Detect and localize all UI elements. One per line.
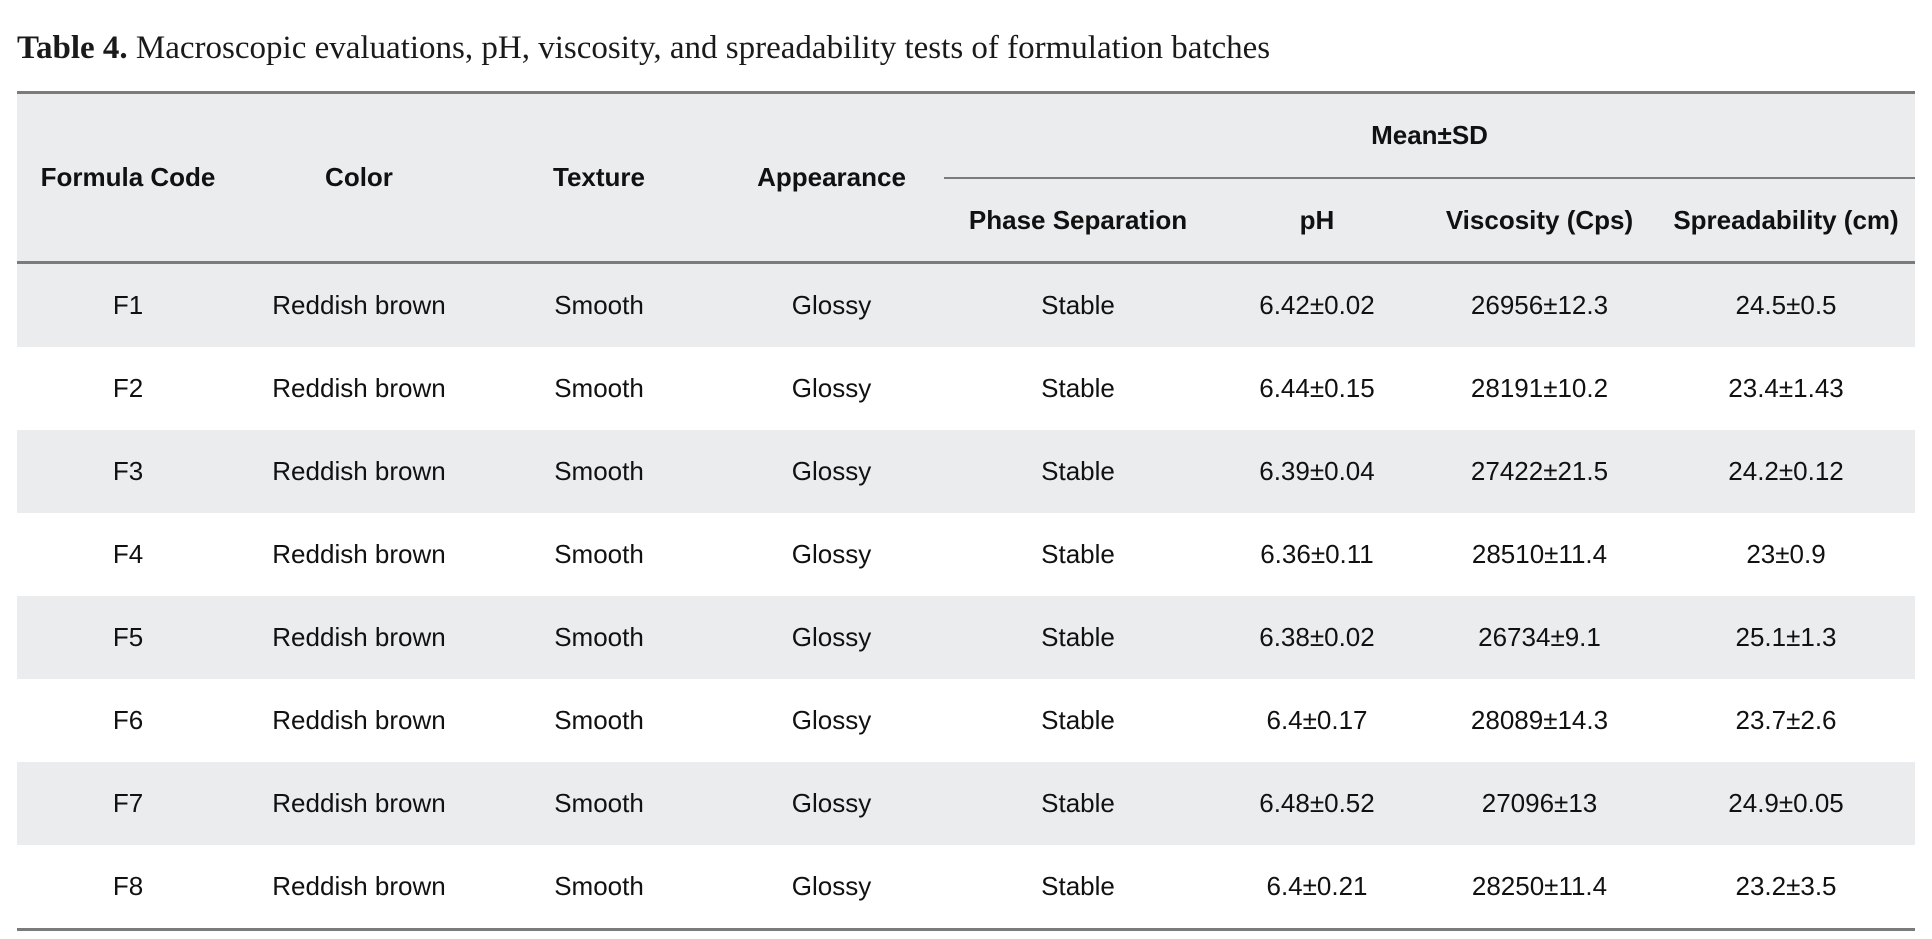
table-caption-text: Macroscopic evaluations, pH, viscosity, …: [135, 30, 1271, 66]
cell-spreadability: 25.1±1.3: [1657, 596, 1916, 679]
cell-color: Reddish brown: [239, 262, 479, 347]
cell-ph: 6.48±0.52: [1212, 762, 1422, 845]
cell-formula-code: F5: [17, 596, 239, 679]
header-formula-code: Formula Code: [17, 92, 239, 263]
cell-ph: 6.39±0.04: [1212, 430, 1422, 513]
cell-spreadability: 24.5±0.5: [1657, 262, 1916, 347]
cell-viscosity: 28089±14.3: [1422, 679, 1657, 762]
table-row: F8 Reddish brown Smooth Glossy Stable 6.…: [17, 845, 1916, 930]
cell-spreadability: 24.9±0.05: [1657, 762, 1916, 845]
cell-ph: 6.42±0.02: [1212, 262, 1422, 347]
table-row: F1 Reddish brown Smooth Glossy Stable 6.…: [17, 262, 1916, 347]
cell-phase-separation: Stable: [944, 513, 1212, 596]
header-spreadability: Spreadability (cm): [1657, 178, 1916, 263]
cell-color: Reddish brown: [239, 430, 479, 513]
data-table: Formula Code Color Texture Appearance Me…: [17, 91, 1916, 931]
cell-formula-code: F7: [17, 762, 239, 845]
table-row: F3 Reddish brown Smooth Glossy Stable 6.…: [17, 430, 1916, 513]
header-row-bottom: Phase Separation pH Viscosity (Cps) Spre…: [17, 178, 1916, 263]
table-row: F6 Reddish brown Smooth Glossy Stable 6.…: [17, 679, 1916, 762]
table-caption-label: Table 4.: [17, 30, 128, 66]
cell-phase-separation: Stable: [944, 262, 1212, 347]
cell-ph: 6.36±0.11: [1212, 513, 1422, 596]
header-texture: Texture: [479, 92, 719, 263]
table-container: Formula Code Color Texture Appearance Me…: [17, 91, 1916, 931]
cell-texture: Smooth: [479, 262, 719, 347]
cell-appearance: Glossy: [719, 262, 944, 347]
table-row: F2 Reddish brown Smooth Glossy Stable 6.…: [17, 347, 1916, 430]
cell-phase-separation: Stable: [944, 762, 1212, 845]
cell-appearance: Glossy: [719, 347, 944, 430]
cell-texture: Smooth: [479, 513, 719, 596]
header-phase-separation: Phase Separation: [944, 178, 1212, 263]
cell-viscosity: 27422±21.5: [1422, 430, 1657, 513]
cell-ph: 6.38±0.02: [1212, 596, 1422, 679]
cell-formula-code: F4: [17, 513, 239, 596]
table-row: F4 Reddish brown Smooth Glossy Stable 6.…: [17, 513, 1916, 596]
cell-color: Reddish brown: [239, 513, 479, 596]
cell-texture: Smooth: [479, 430, 719, 513]
cell-phase-separation: Stable: [944, 596, 1212, 679]
header-appearance: Appearance: [719, 92, 944, 263]
cell-color: Reddish brown: [239, 347, 479, 430]
cell-formula-code: F8: [17, 845, 239, 930]
cell-spreadability: 24.2±0.12: [1657, 430, 1916, 513]
cell-formula-code: F2: [17, 347, 239, 430]
cell-spreadability: 23±0.9: [1657, 513, 1916, 596]
cell-viscosity: 28250±11.4: [1422, 845, 1657, 930]
cell-formula-code: F3: [17, 430, 239, 513]
cell-viscosity: 26734±9.1: [1422, 596, 1657, 679]
header-color: Color: [239, 92, 479, 263]
cell-phase-separation: Stable: [944, 347, 1212, 430]
cell-color: Reddish brown: [239, 762, 479, 845]
header-group-mean-sd: Mean±SD: [944, 92, 1916, 179]
header-ph: pH: [1212, 178, 1422, 263]
cell-texture: Smooth: [479, 347, 719, 430]
cell-viscosity: 28510±11.4: [1422, 513, 1657, 596]
cell-viscosity: 28191±10.2: [1422, 347, 1657, 430]
cell-spreadability: 23.2±3.5: [1657, 845, 1916, 930]
cell-spreadability: 23.7±2.6: [1657, 679, 1916, 762]
cell-texture: Smooth: [479, 596, 719, 679]
cell-texture: Smooth: [479, 679, 719, 762]
table-body: F1 Reddish brown Smooth Glossy Stable 6.…: [17, 262, 1916, 930]
table-caption: Table 4. Macroscopic evaluations, pH, vi…: [17, 30, 1270, 67]
cell-spreadability: 23.4±1.43: [1657, 347, 1916, 430]
table-row: F7 Reddish brown Smooth Glossy Stable 6.…: [17, 762, 1916, 845]
cell-viscosity: 26956±12.3: [1422, 262, 1657, 347]
cell-formula-code: F1: [17, 262, 239, 347]
cell-viscosity: 27096±13: [1422, 762, 1657, 845]
cell-formula-code: F6: [17, 679, 239, 762]
cell-appearance: Glossy: [719, 762, 944, 845]
cell-ph: 6.4±0.17: [1212, 679, 1422, 762]
cell-color: Reddish brown: [239, 845, 479, 930]
cell-texture: Smooth: [479, 845, 719, 930]
cell-appearance: Glossy: [719, 596, 944, 679]
cell-color: Reddish brown: [239, 596, 479, 679]
cell-appearance: Glossy: [719, 430, 944, 513]
table-row: F5 Reddish brown Smooth Glossy Stable 6.…: [17, 596, 1916, 679]
header-viscosity: Viscosity (Cps): [1422, 178, 1657, 263]
cell-phase-separation: Stable: [944, 845, 1212, 930]
header-row-top: Formula Code Color Texture Appearance Me…: [17, 92, 1916, 263]
cell-appearance: Glossy: [719, 513, 944, 596]
table-header: Formula Code Color Texture Appearance Me…: [17, 92, 1916, 263]
cell-ph: 6.44±0.15: [1212, 347, 1422, 430]
cell-ph: 6.4±0.21: [1212, 845, 1422, 930]
cell-appearance: Glossy: [719, 845, 944, 930]
cell-phase-separation: Stable: [944, 430, 1212, 513]
cell-texture: Smooth: [479, 762, 719, 845]
cell-phase-separation: Stable: [944, 679, 1212, 762]
cell-color: Reddish brown: [239, 679, 479, 762]
cell-appearance: Glossy: [719, 679, 944, 762]
